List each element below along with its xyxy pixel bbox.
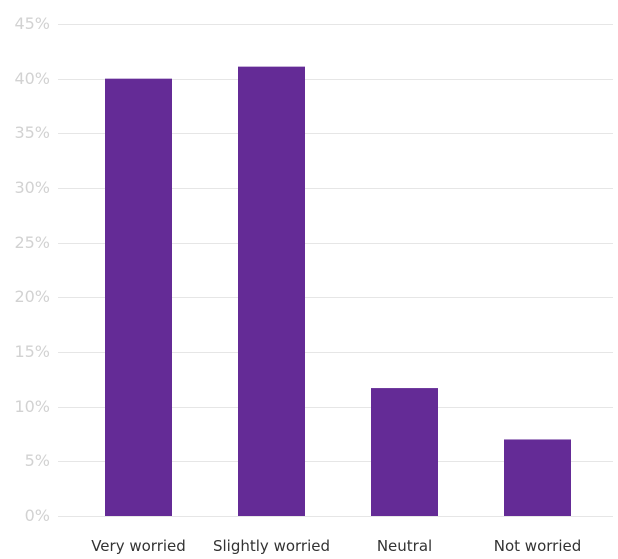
bar [238,66,305,516]
bar [504,439,571,516]
y-tick-label: 40% [14,69,50,88]
y-tick-label: 10% [14,397,50,416]
x-category-label: Slightly worried [213,537,330,555]
x-category-label: Not worried [494,537,581,555]
y-tick-label: 25% [14,233,50,252]
bar [105,78,172,517]
y-axis-ticks: 0% 5% 10% 15% 20% 25% 30% 35% 40% 45% [14,14,50,525]
y-tick-label: 0% [25,506,50,525]
y-tick-label: 30% [14,178,50,197]
y-tick-label: 35% [14,123,50,142]
x-axis-labels: Very worried Slightly worried Neutral Not w… [91,537,581,555]
y-tick-label: 20% [14,287,50,306]
x-category-label: Very worried [91,537,186,555]
bar [371,388,438,516]
x-category-label: Neutral [377,537,432,555]
y-tick-label: 5% [25,451,50,470]
y-tick-label: 45% [14,14,50,33]
y-tick-label: 15% [14,342,50,361]
bars [105,66,571,517]
